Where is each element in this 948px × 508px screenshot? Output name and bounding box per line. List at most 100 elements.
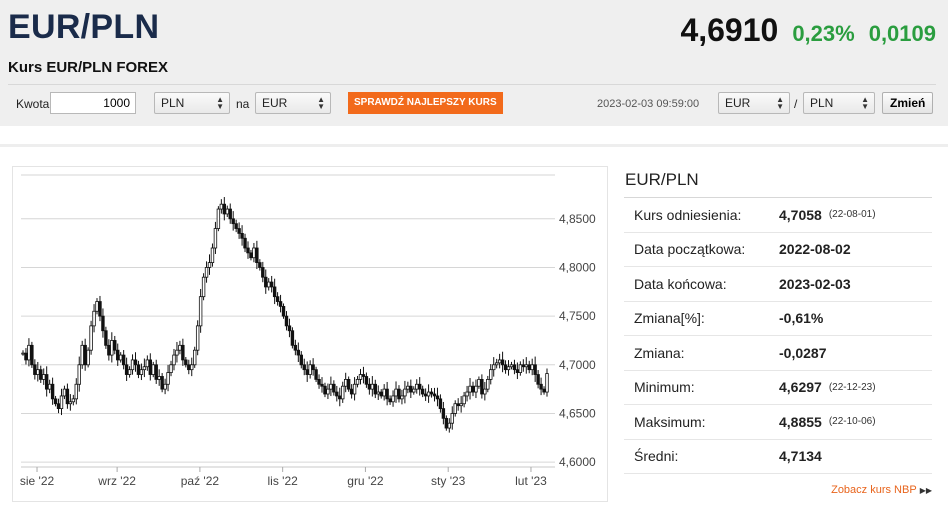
candle-body <box>80 344 84 366</box>
candle-body <box>317 378 321 385</box>
candle-body <box>545 373 549 393</box>
change-percent: 0,23% <box>792 21 855 46</box>
quote-currency-select[interactable]: PLN ▲ ▼ <box>803 92 875 114</box>
stats-date: (22-12-23) <box>828 381 876 393</box>
candle-body <box>335 391 339 397</box>
y-tick-label: 4,7500 <box>559 309 596 323</box>
candle-body <box>148 359 152 375</box>
to-currency-select[interactable]: EUR ▲ ▼ <box>255 92 331 114</box>
candle-body <box>471 385 475 393</box>
y-tick-label: 4,7000 <box>559 358 596 372</box>
candle-body <box>243 237 247 249</box>
candle-body <box>509 364 514 368</box>
candle-body <box>267 281 271 288</box>
stats-value: 4,7058 <box>779 206 822 223</box>
candle-body <box>121 354 126 366</box>
candle-body <box>494 362 499 366</box>
x-tick-label: paź '22 <box>181 474 220 488</box>
stats-label: Data końcowa: <box>634 275 727 292</box>
candle-body <box>21 352 25 355</box>
candle-body <box>489 369 493 380</box>
chart-canvas: 4,8500 4,8000 4,7500 4,7000 4,6500 4,6000 sie … <box>20 174 596 488</box>
candle-body <box>415 383 419 390</box>
amount-input[interactable] <box>50 92 136 114</box>
candle-body <box>403 388 407 397</box>
candle-body <box>160 376 164 390</box>
x-tick-label: wrz '22 <box>97 474 136 488</box>
candle-body <box>435 395 440 400</box>
candle-body <box>438 398 443 410</box>
candle-body <box>269 281 274 288</box>
from-currency-select[interactable]: PLN ▲ ▼ <box>154 92 230 114</box>
candle-body <box>323 385 327 395</box>
candle-body <box>432 393 437 397</box>
quote-timestamp: 2023-02-03 09:59:00 <box>597 98 700 110</box>
candle-body <box>133 359 138 366</box>
stats-row: Data końcowa: 2023-02-03 <box>624 267 932 302</box>
candle-body <box>364 376 369 385</box>
candle-body <box>181 344 185 361</box>
stats-date: (22-08-01) <box>828 209 876 221</box>
candle-body <box>50 383 55 400</box>
stats-title: EUR/PLN <box>624 166 932 198</box>
nbp-link-label: Zobacz kurs NBP <box>831 484 917 496</box>
stats-label: Minimum: <box>634 379 695 396</box>
candle-body <box>178 344 182 351</box>
candle-body <box>429 391 434 395</box>
candle-body <box>33 364 37 375</box>
candle-body <box>222 203 227 215</box>
select-arrows-icon: ▲ ▼ <box>216 95 224 111</box>
candle-body <box>92 310 96 327</box>
candle-body <box>172 354 176 366</box>
candle-body <box>86 349 90 366</box>
candle-body <box>272 286 277 298</box>
candle-body <box>98 301 102 317</box>
candle-body <box>468 385 472 393</box>
candle-body <box>39 369 43 380</box>
candle-body <box>486 378 490 390</box>
y-tick-label: 4,8000 <box>559 260 596 274</box>
candle-body <box>30 344 34 366</box>
candle-body <box>284 315 289 327</box>
change-pair-button[interactable]: Zmień <box>882 92 934 114</box>
candle-body <box>314 369 318 380</box>
candle-body <box>74 383 78 400</box>
candle-body <box>388 398 392 403</box>
candle-body <box>36 369 40 375</box>
candle-body <box>204 267 209 278</box>
base-currency-select[interactable]: EUR ▲ ▼ <box>718 92 790 114</box>
candle-body <box>116 349 120 361</box>
nbp-rate-link[interactable]: Zobacz kurs NBP ▶▶ <box>831 484 932 496</box>
candle-body <box>240 233 244 239</box>
candle-body <box>524 364 528 368</box>
candle-body <box>252 247 256 259</box>
candle-body <box>394 388 398 397</box>
candle-body <box>68 401 73 405</box>
candle-body <box>506 366 511 371</box>
candle-body <box>358 374 363 380</box>
page-subtitle: Kurs EUR/PLN FOREX <box>8 59 169 76</box>
candle-body <box>483 388 487 395</box>
candle-body <box>492 364 496 371</box>
candle-body <box>503 364 508 371</box>
candle-body <box>521 364 526 368</box>
candle-body <box>355 378 360 385</box>
stats-value: 4,6297 <box>779 379 822 396</box>
candle-body <box>426 391 431 397</box>
stats-row: Zmiana: -0,0287 <box>624 336 932 371</box>
x-tick-label: lut '23 <box>515 474 547 488</box>
candle-body <box>418 383 422 390</box>
best-rate-button[interactable]: SPRAWDŹ NAJLEPSZY KURS <box>348 92 503 114</box>
candle-body <box>219 203 224 210</box>
candle-body <box>367 383 372 390</box>
x-tick-label: sie '22 <box>20 474 55 488</box>
select-arrows-icon: ▲ ▼ <box>317 95 325 111</box>
y-tick-label: 4,6500 <box>559 406 596 420</box>
candle-body <box>101 315 105 332</box>
candle-body <box>444 417 449 429</box>
candle-body <box>343 378 348 387</box>
candle-body <box>465 391 469 397</box>
candle-body <box>412 388 416 393</box>
converter-toolbar: Kwota PLN ▲▼ na EUR ▲▼ SPRAWDŹ NAJLEPSZY… <box>0 92 948 118</box>
candle-body <box>65 388 70 405</box>
